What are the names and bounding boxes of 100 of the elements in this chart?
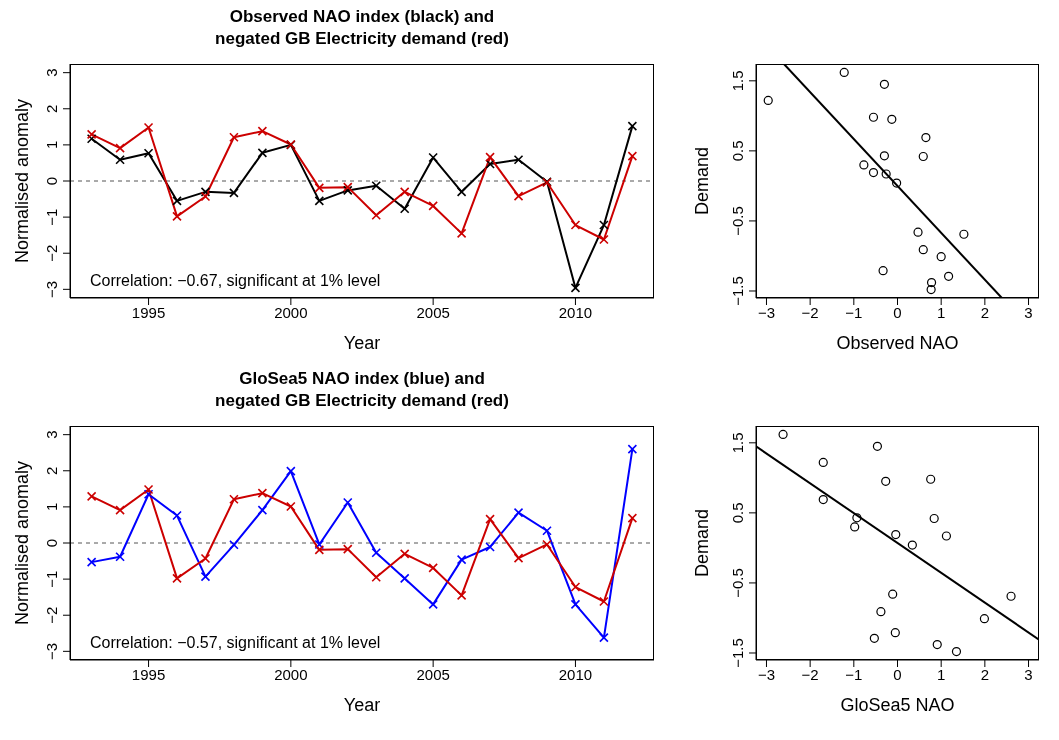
point bbox=[229, 132, 239, 143]
y-tick-label: 1 bbox=[43, 140, 60, 150]
x-tick-label: 1 bbox=[937, 665, 946, 683]
point bbox=[342, 497, 353, 508]
point bbox=[456, 554, 467, 565]
point bbox=[257, 148, 268, 158]
point bbox=[921, 132, 931, 143]
point bbox=[1006, 591, 1016, 601]
point bbox=[115, 551, 125, 562]
x-tick-label: 3 bbox=[1024, 303, 1033, 321]
point bbox=[371, 572, 382, 583]
y-axis-title: Demand bbox=[691, 146, 713, 216]
point bbox=[542, 539, 552, 550]
y-tick-label: −1 bbox=[43, 570, 60, 588]
x-tick-label: −1 bbox=[845, 665, 863, 683]
point bbox=[887, 114, 897, 124]
y-tick-label: −1.5 bbox=[729, 638, 746, 668]
y-tick-label: 3 bbox=[43, 430, 60, 439]
x-tick-label: 1 bbox=[937, 303, 946, 321]
point bbox=[229, 494, 239, 505]
point bbox=[876, 607, 886, 617]
point bbox=[428, 201, 438, 211]
point bbox=[257, 488, 268, 498]
y-axis-title: Normalised anomaly bbox=[11, 98, 33, 264]
annotation: Correlation: −0.67, significant at 1% level bbox=[90, 272, 381, 290]
point bbox=[513, 191, 524, 201]
point bbox=[314, 196, 325, 206]
point bbox=[513, 154, 524, 165]
y-tick-label: −0.5 bbox=[729, 206, 746, 236]
x-axis-title: Year bbox=[342, 332, 382, 354]
x-tick-label: 2000 bbox=[274, 665, 308, 683]
x-tick-label: −3 bbox=[757, 665, 776, 683]
point bbox=[892, 178, 902, 188]
x-tick-label: 2005 bbox=[416, 665, 450, 683]
y-tick-label: 0.5 bbox=[729, 140, 746, 162]
y-axis-title: Normalised anomaly bbox=[11, 460, 33, 626]
point bbox=[371, 180, 382, 191]
point bbox=[868, 112, 879, 122]
y-axis-title: Demand bbox=[691, 508, 713, 578]
point bbox=[200, 191, 211, 202]
y-tick-label: 0 bbox=[43, 176, 60, 186]
point bbox=[314, 545, 325, 555]
point bbox=[818, 457, 828, 468]
chart-title: Observed NAO index (black) and negated GB Electricity demand (red) bbox=[214, 6, 510, 50]
x-axis-title: Year bbox=[342, 694, 382, 716]
point bbox=[371, 210, 382, 221]
y-tick-label: −1 bbox=[43, 208, 60, 226]
point bbox=[513, 507, 524, 518]
point bbox=[314, 539, 325, 550]
y-tick-label: 1.5 bbox=[729, 70, 746, 92]
x-tick-label: 2010 bbox=[558, 303, 593, 321]
y-tick-label: −2 bbox=[43, 244, 60, 262]
x-tick-label: 2005 bbox=[416, 303, 450, 321]
point bbox=[172, 510, 182, 521]
point bbox=[570, 283, 581, 293]
point bbox=[881, 169, 891, 179]
point bbox=[399, 204, 410, 214]
point bbox=[868, 167, 879, 178]
point bbox=[485, 542, 495, 552]
x-axis-title: GloSea5 NAO bbox=[839, 694, 956, 716]
annotation: Correlation: −0.57, significant at 1% level bbox=[90, 634, 381, 652]
point bbox=[456, 187, 467, 197]
point bbox=[143, 148, 154, 158]
point bbox=[286, 501, 296, 512]
point bbox=[371, 547, 382, 558]
point bbox=[936, 252, 946, 262]
y-tick-label: −2 bbox=[43, 606, 60, 624]
y-tick-label: 0 bbox=[43, 538, 60, 548]
y-tick-label: 3 bbox=[43, 68, 60, 77]
point bbox=[850, 522, 860, 532]
point bbox=[627, 151, 638, 161]
point bbox=[428, 599, 438, 610]
point bbox=[881, 476, 891, 486]
point bbox=[428, 563, 438, 573]
point bbox=[599, 596, 609, 607]
point bbox=[852, 513, 862, 523]
x-tick-label: 0 bbox=[893, 665, 902, 683]
point bbox=[872, 441, 883, 451]
chart-title: GloSea5 NAO index (blue) and negated GB Electricity demand (red) bbox=[214, 368, 510, 412]
point bbox=[86, 129, 97, 140]
point bbox=[143, 122, 154, 133]
x-tick-label: 2 bbox=[980, 665, 990, 683]
point bbox=[172, 573, 182, 584]
point bbox=[115, 505, 125, 515]
point bbox=[314, 183, 325, 193]
point bbox=[229, 540, 239, 550]
point bbox=[627, 513, 638, 523]
point bbox=[926, 284, 936, 295]
point bbox=[599, 234, 609, 245]
point bbox=[485, 514, 495, 524]
point bbox=[172, 211, 182, 222]
point bbox=[627, 444, 638, 454]
x-axis-title: Observed NAO bbox=[835, 332, 960, 354]
point bbox=[944, 271, 954, 281]
point bbox=[86, 491, 97, 502]
x-tick-label: 2000 bbox=[274, 303, 308, 321]
point bbox=[399, 549, 410, 559]
point bbox=[929, 513, 939, 524]
point bbox=[286, 466, 296, 476]
point bbox=[115, 143, 125, 153]
